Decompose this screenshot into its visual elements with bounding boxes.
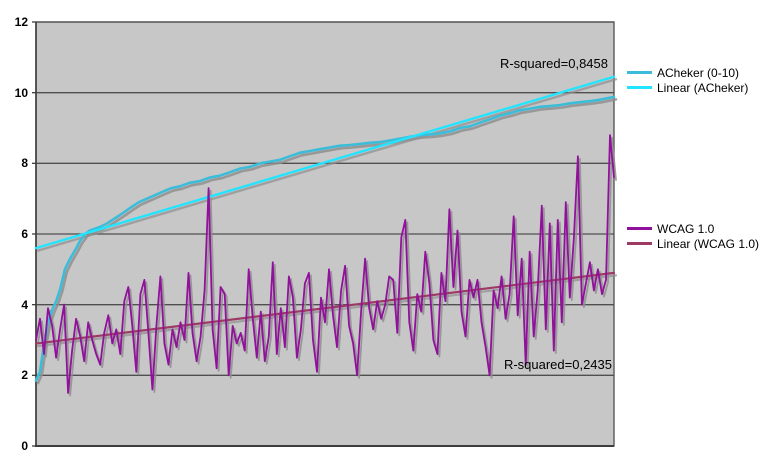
acheker-line-swatch (627, 71, 652, 74)
linear-wcag-line-swatch (627, 242, 652, 245)
legend-label-wcag: WCAG 1.0 (657, 221, 715, 236)
y-axis-tick-label: 6 (21, 227, 28, 241)
r-squared-wcag-annotation: R-squared=0,2435 (503, 357, 612, 372)
legend-label-linear-wcag: Linear (WCAG 1.0) (657, 236, 760, 251)
legend-item-wcag: WCAG 1.0 (627, 221, 764, 236)
y-axis-tick-label: 4 (21, 297, 28, 312)
legend-group-wcag: WCAG 1.0 Linear (WCAG 1.0) (627, 221, 764, 251)
legend-label-acheker: ACheker (0-10) (657, 65, 740, 80)
r-squared-acheker-annotation: R-squared=0,8458 (499, 56, 608, 71)
legend-label-linear-acheker: Linear (ACheker) (657, 80, 749, 95)
y-axis-tick-label: 2 (21, 368, 28, 383)
y-axis-tick-label: 12 (14, 15, 28, 29)
y-axis-tick-label: 8 (21, 156, 28, 171)
y-axis-tick-label: 0 (21, 439, 28, 453)
legend-group-acheker: ACheker (0-10) Linear (ACheker) (627, 65, 764, 95)
legend-item-linear-acheker: Linear (ACheker) (627, 80, 764, 95)
legend-item-acheker: ACheker (0-10) (627, 65, 764, 80)
legend-item-linear-wcag: Linear (WCAG 1.0) (627, 236, 764, 251)
y-axis-tick-label: 10 (14, 85, 28, 100)
linear-acheker-line-swatch (627, 86, 652, 89)
wcag-line-swatch (627, 227, 652, 230)
